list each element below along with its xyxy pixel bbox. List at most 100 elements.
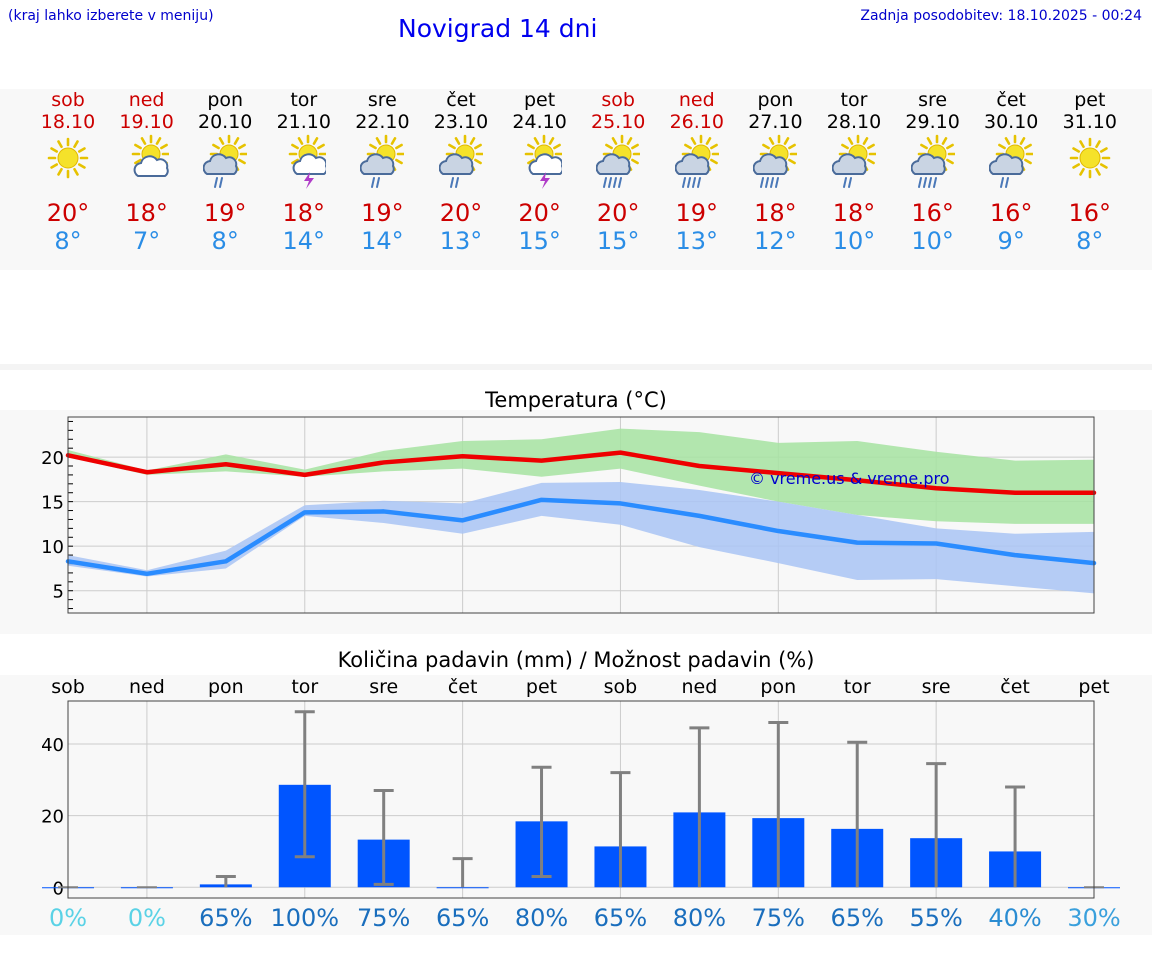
day-name: tor [290, 89, 318, 111]
plot-frame [67, 416, 1095, 614]
cloud-shape [133, 155, 169, 177]
cloud-shape [292, 153, 326, 175]
rain-drop [686, 177, 691, 188]
min-temp-line [65, 497, 1097, 577]
rain-drop [691, 177, 696, 188]
max-temp: 20° [439, 199, 483, 227]
sun-storm-icon [524, 134, 562, 189]
precip-probability: 55% [909, 904, 963, 932]
lightning-bolt [303, 172, 314, 189]
divider [0, 364, 1152, 370]
day-name: pet [523, 89, 556, 111]
sun-icon [47, 137, 89, 179]
min-temp: 10° [911, 227, 954, 255]
precip-day-label: sob [603, 676, 638, 698]
cloud-shape [596, 153, 631, 175]
precip-day-label: ned [681, 676, 718, 698]
rain-drop [681, 177, 686, 188]
rain-drop [371, 177, 376, 188]
temperature-chart: 5 10 15 20 © vreme.us & vreme.pro [41, 416, 1097, 614]
day-date: 20.10 [197, 111, 253, 133]
min-temp: 12° [754, 227, 797, 255]
cloud-shape [203, 153, 238, 175]
day-date: 24.10 [512, 111, 567, 133]
rain-drop [618, 177, 623, 188]
precip-day-label: sre [921, 676, 951, 698]
sun-shape [1069, 137, 1111, 179]
max-temp: 16° [1068, 199, 1112, 227]
precip-probability: 40% [988, 904, 1042, 932]
rain-drop [214, 177, 219, 188]
rain-drop [927, 177, 932, 188]
max-temp: 20° [518, 199, 561, 227]
precip-day-label: pet [1078, 676, 1110, 698]
y-tick-label: 15 [41, 493, 64, 514]
rain-drop [760, 177, 765, 188]
rain-drop [917, 177, 922, 188]
precip-day-label: tor [291, 676, 319, 698]
precip-probability: 65% [199, 904, 253, 932]
forecast-strip [0, 89, 1152, 270]
precip-probability: 100% [270, 904, 340, 932]
day-date: 30.10 [983, 111, 1039, 133]
sun-cloud-heavy-rain-icon [674, 134, 719, 188]
rain-drop [843, 177, 847, 188]
max-temp-range [68, 428, 1094, 524]
temp-chart-title: Temperatura (°C) [485, 388, 667, 412]
sun-cloud-rain-icon [989, 134, 1034, 188]
day-name: sre [918, 89, 948, 111]
day-date: 25.10 [590, 111, 646, 133]
y-tick-label: 0 [53, 878, 64, 899]
rain-drop [932, 177, 937, 188]
day-name: čet [446, 89, 476, 111]
cloud-shape [910, 153, 946, 175]
y-tick-label: 40 [41, 735, 64, 756]
min-temp: 14° [282, 227, 326, 255]
precipitation-chart: 0 20 40 [41, 700, 1120, 899]
day-date: 26.10 [669, 111, 724, 133]
precip-day-label: pon [760, 676, 797, 698]
last-update: Zadnja posodobitev: 18.10.2025 - 00:24 [860, 8, 1142, 24]
rain-drop [450, 177, 454, 188]
precip-bar [436, 887, 489, 889]
max-temp: 19° [203, 199, 247, 227]
day-name: sob [601, 89, 635, 111]
min-temp: 9° [997, 227, 1025, 255]
page-title: Novigrad 14 dni [398, 14, 598, 43]
precip-day-label: čet [447, 676, 478, 698]
sun-shape [47, 137, 89, 179]
day-date: 29.10 [905, 111, 960, 133]
day-name: sre [367, 89, 397, 111]
precip-probability: 0% [127, 904, 166, 932]
max-temp: 20° [46, 199, 90, 227]
max-temp: 16° [989, 199, 1033, 227]
max-temp-line [65, 450, 1097, 495]
precip-probability: 80% [672, 904, 727, 932]
cloud-shape [674, 153, 710, 175]
max-temp: 19° [675, 199, 719, 227]
day-name: sob [51, 89, 85, 111]
day-name: čet [996, 89, 1026, 111]
day-name: ned [128, 89, 165, 111]
max-temp: 16° [911, 199, 954, 227]
cloud-shape [989, 153, 1024, 175]
day-date: 21.10 [276, 111, 331, 133]
precip-chart-title: Količina padavin (mm) / Možnost padavin … [337, 648, 815, 672]
rain-drop [219, 177, 224, 188]
rain-drop [376, 177, 381, 188]
max-temp: 20° [596, 199, 640, 227]
rain-drop [775, 177, 780, 188]
precip-probability: 80% [514, 904, 569, 932]
min-temp: 10° [832, 227, 876, 255]
rain-drop [765, 177, 770, 188]
cloud-shape [360, 153, 396, 175]
precip-day-label: sob [51, 676, 85, 698]
max-temp: 18° [282, 199, 326, 227]
precip-day-label: ned [129, 676, 165, 698]
precip-day-label: tor [843, 676, 871, 698]
plot-frame [67, 700, 1095, 899]
sun-cloud-heavy-rain-icon [753, 134, 798, 188]
min-temp: 8° [211, 227, 239, 255]
sun-cloud-icon [131, 134, 169, 177]
day-name: pon [207, 89, 244, 111]
